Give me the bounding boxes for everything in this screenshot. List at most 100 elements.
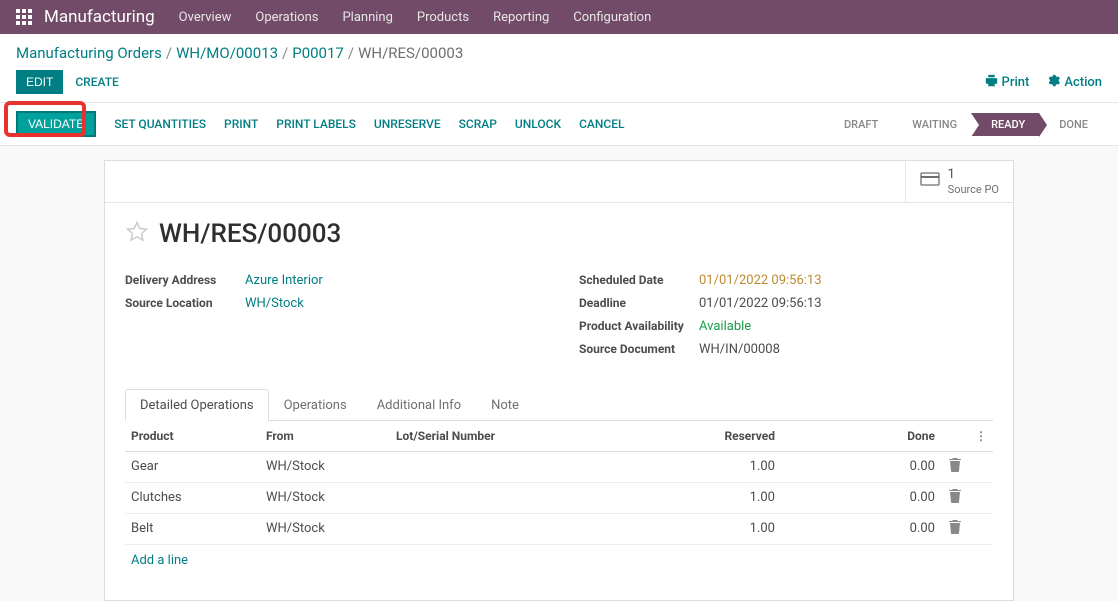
field-source-location: Source Location WH/Stock — [125, 296, 539, 311]
fields-left-col: Delivery Address Azure Interior Source L… — [125, 273, 539, 365]
set-quantities-button[interactable]: Set Quantities — [114, 117, 206, 131]
breadcrumb-sep: / — [348, 44, 354, 62]
breadcrumb-link-mo[interactable]: WH/MO/00013 — [176, 44, 278, 62]
cell-reserved: 1.00 — [621, 451, 781, 482]
fields-grid: Delivery Address Azure Interior Source L… — [125, 273, 993, 365]
control-row: Edit Create Print Action — [16, 70, 1102, 102]
tab-note[interactable]: Note — [476, 389, 534, 421]
field-value-deadline: 01/01/2022 09:56:13 — [699, 296, 993, 311]
print-dropdown[interactable]: Print — [985, 74, 1030, 91]
cell-product: Clutches — [125, 482, 260, 513]
cell-lot — [390, 482, 621, 513]
breadcrumb-current: WH/RES/00003 — [358, 44, 463, 62]
delete-row-icon[interactable] — [941, 482, 969, 513]
breadcrumb-bar: Manufacturing Orders / WH/MO/00013 / P00… — [0, 34, 1118, 103]
cell-reserved: 1.00 — [621, 482, 781, 513]
scrap-button[interactable]: Scrap — [459, 117, 497, 131]
print-button[interactable]: Print — [224, 117, 258, 131]
field-label: Delivery Address — [125, 273, 245, 288]
operations-table: Product From Lot/Serial Number Reserved … — [125, 421, 993, 545]
fields-right-col: Scheduled Date 01/01/2022 09:56:13 Deadl… — [579, 273, 993, 365]
status-draft[interactable]: Draft — [824, 114, 892, 135]
nav-item-products[interactable]: Products — [417, 10, 469, 25]
favorite-star-icon[interactable] — [125, 220, 149, 248]
source-po-smart-button[interactable]: 1 Source PO — [905, 161, 1013, 202]
field-deadline: Deadline 01/01/2022 09:56:13 — [579, 296, 993, 311]
cell-lot — [390, 513, 621, 544]
top-nav: Manufacturing Overview Operations Planni… — [0, 0, 1118, 34]
action-left: Validate Set Quantities Print Print Labe… — [16, 111, 624, 137]
status-ready[interactable]: Ready — [971, 113, 1039, 136]
breadcrumb-link-p[interactable]: P00017 — [292, 44, 344, 62]
delete-row-icon[interactable] — [941, 451, 969, 482]
edit-button[interactable]: Edit — [16, 70, 63, 94]
field-value-product-availability: Available — [699, 319, 993, 334]
title-row: WH/RES/00003 — [125, 219, 993, 249]
breadcrumb: Manufacturing Orders / WH/MO/00013 / P00… — [16, 44, 1102, 62]
cell-done: 0.00 — [781, 482, 941, 513]
unreserve-button[interactable]: Unreserve — [374, 117, 441, 131]
record-title: WH/RES/00003 — [159, 219, 341, 249]
field-label: Product Availability — [579, 319, 699, 334]
smart-button-label: Source PO — [948, 183, 999, 196]
tab-additional-info[interactable]: Additional Info — [362, 389, 476, 421]
col-reserved[interactable]: Reserved — [621, 421, 781, 452]
cell-done: 0.00 — [781, 513, 941, 544]
action-label: Action — [1064, 75, 1102, 90]
action-bar: Validate Set Quantities Print Print Labe… — [0, 103, 1118, 146]
cell-spacer — [969, 451, 993, 482]
tab-operations[interactable]: Operations — [269, 389, 362, 421]
col-lot[interactable]: Lot/Serial Number — [390, 421, 621, 452]
col-kebab[interactable]: ⋮ — [969, 421, 993, 452]
cell-product: Belt — [125, 513, 260, 544]
field-value-scheduled-date: 01/01/2022 09:56:13 — [699, 273, 993, 288]
cell-spacer — [969, 482, 993, 513]
cell-from: WH/Stock — [260, 482, 390, 513]
smart-button-row: 1 Source PO — [105, 161, 1013, 203]
table-header-row: Product From Lot/Serial Number Reserved … — [125, 421, 993, 452]
nav-item-overview[interactable]: Overview — [179, 10, 232, 25]
status-bar: Draft Waiting Ready Done — [824, 113, 1102, 136]
table-row[interactable]: BeltWH/Stock 1.000.00 — [125, 513, 993, 544]
action-dropdown[interactable]: Action — [1047, 74, 1102, 91]
unlock-button[interactable]: Unlock — [515, 117, 561, 131]
tabs: Detailed Operations Operations Additiona… — [125, 389, 993, 421]
cell-done: 0.00 — [781, 451, 941, 482]
apps-icon[interactable] — [16, 9, 32, 25]
table-row[interactable]: ClutchesWH/Stock 1.000.00 — [125, 482, 993, 513]
card-icon — [920, 171, 940, 191]
print-labels-button[interactable]: Print Labels — [276, 117, 356, 131]
nav-item-planning[interactable]: Planning — [342, 10, 392, 25]
right-controls: Print Action — [985, 74, 1102, 91]
col-from[interactable]: From — [260, 421, 390, 452]
cancel-button[interactable]: Cancel — [579, 117, 624, 131]
field-product-availability: Product Availability Available — [579, 319, 993, 334]
cell-reserved: 1.00 — [621, 513, 781, 544]
add-line-link[interactable]: Add a line — [125, 545, 194, 576]
nav-item-configuration[interactable]: Configuration — [573, 10, 651, 25]
field-label: Source Document — [579, 342, 699, 357]
status-done[interactable]: Done — [1039, 114, 1102, 135]
nav-item-operations[interactable]: Operations — [255, 10, 318, 25]
breadcrumb-link-orders[interactable]: Manufacturing Orders — [16, 44, 162, 62]
form-body: WH/RES/00003 Delivery Address Azure Inte… — [105, 203, 1013, 600]
status-waiting[interactable]: Waiting — [892, 114, 971, 135]
validate-button[interactable]: Validate — [16, 111, 96, 137]
col-done[interactable]: Done — [781, 421, 941, 452]
field-label: Source Location — [125, 296, 245, 311]
nav-menu: Overview Operations Planning Products Re… — [179, 10, 652, 25]
field-source-document: Source Document WH/IN/00008 — [579, 342, 993, 357]
delete-row-icon[interactable] — [941, 513, 969, 544]
field-label: Deadline — [579, 296, 699, 311]
create-button[interactable]: Create — [75, 75, 118, 89]
col-product[interactable]: Product — [125, 421, 260, 452]
col-trash — [941, 421, 969, 452]
table-row[interactable]: GearWH/Stock1.000.00 — [125, 451, 993, 482]
cell-spacer — [969, 513, 993, 544]
field-value-delivery-address[interactable]: Azure Interior — [245, 273, 539, 288]
field-value-source-document: WH/IN/00008 — [699, 342, 993, 357]
field-value-source-location[interactable]: WH/Stock — [245, 296, 539, 311]
nav-item-reporting[interactable]: Reporting — [493, 10, 549, 25]
tab-detailed-operations[interactable]: Detailed Operations — [125, 389, 269, 421]
cell-from: WH/Stock — [260, 513, 390, 544]
